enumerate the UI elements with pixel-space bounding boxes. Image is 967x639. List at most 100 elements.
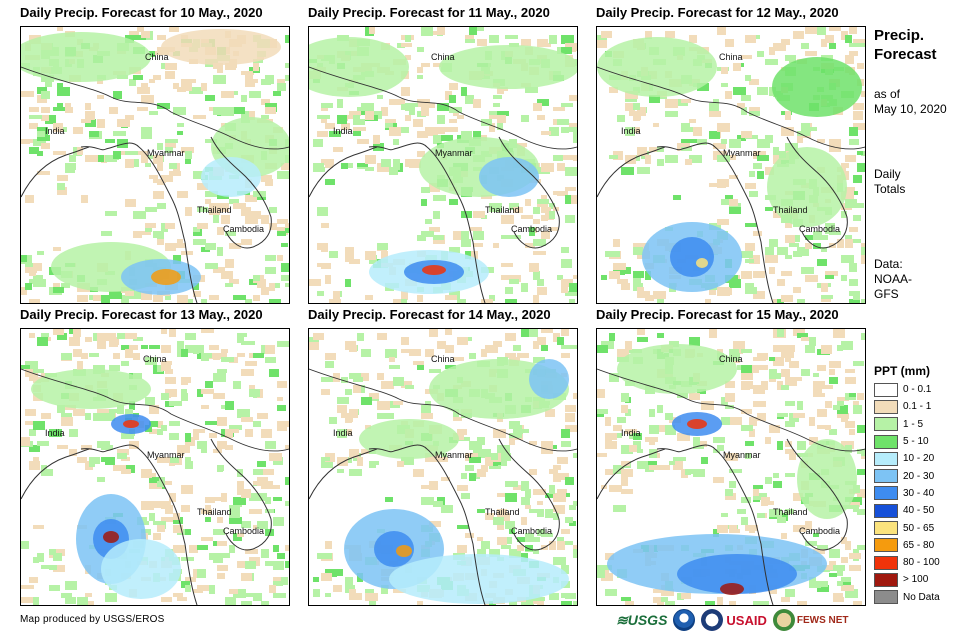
- precip-cell: [485, 345, 498, 353]
- precip-cell: [825, 271, 838, 276]
- precip-cell: [721, 417, 730, 425]
- precip-cell: [229, 243, 241, 249]
- precip-cell: [277, 397, 283, 401]
- precip-cell: [409, 349, 421, 356]
- precip-cell: [741, 373, 753, 380]
- precip-cell: [717, 27, 726, 35]
- map-canvas: [21, 329, 289, 605]
- precip-blob: [696, 258, 708, 268]
- precip-cell: [285, 75, 289, 81]
- legend-label: 40 - 50: [903, 505, 935, 517]
- precip-cell: [141, 155, 148, 163]
- precip-cell: [97, 79, 103, 84]
- precip-blob: [21, 32, 151, 82]
- precip-cell: [269, 369, 279, 377]
- precip-cell: [477, 509, 485, 513]
- precip-cell: [797, 401, 803, 410]
- precip-cell: [709, 131, 720, 139]
- precip-cell: [49, 549, 56, 555]
- precip-cell: [709, 111, 721, 117]
- precip-cell: [277, 421, 289, 427]
- precip-cell: [749, 417, 757, 426]
- precip-cell: [565, 405, 576, 412]
- precip-cell: [769, 509, 782, 517]
- precip-cell: [125, 333, 137, 339]
- precip-cell: [445, 329, 452, 335]
- precip-cell: [313, 167, 325, 172]
- precip-cell: [421, 27, 433, 36]
- precip-cell: [597, 565, 604, 572]
- precip-cell: [745, 183, 756, 189]
- precip-cell: [773, 357, 784, 366]
- precip-cell: [353, 115, 360, 123]
- precip-cell: [729, 469, 742, 473]
- precip-cell: [261, 429, 272, 438]
- precip-cell: [149, 513, 155, 521]
- precip-cell: [845, 239, 853, 248]
- precip-cell: [437, 103, 449, 111]
- precip-cell: [433, 211, 440, 219]
- precip-cell: [325, 123, 335, 129]
- precip-cell: [61, 283, 70, 288]
- precip-cell: [109, 365, 120, 371]
- precip-cell: [37, 135, 50, 141]
- precip-cell: [653, 589, 664, 593]
- precip-cell: [665, 155, 678, 163]
- legend-label: No Data: [903, 591, 940, 603]
- label-cambodia: Cambodia: [511, 526, 553, 536]
- precip-cell: [429, 481, 438, 490]
- precip-cell: [21, 287, 27, 295]
- label-thailand: Thailand: [485, 205, 520, 215]
- precip-cell: [813, 393, 825, 397]
- precip-cell: [253, 275, 260, 281]
- precip-cell: [285, 63, 289, 68]
- precip-cell: [121, 345, 131, 350]
- precip-cell: [25, 139, 35, 143]
- precip-cell: [61, 353, 72, 360]
- precip-cell: [713, 529, 719, 537]
- precip-cell: [565, 593, 576, 599]
- precip-cell: [565, 517, 573, 523]
- precip-blob: [201, 157, 261, 197]
- precip-cell: [281, 577, 288, 585]
- precip-cell: [225, 63, 236, 70]
- precip-cell: [561, 47, 572, 54]
- precip-cell: [745, 75, 751, 81]
- precip-cell: [529, 329, 538, 337]
- precip-cell: [469, 441, 482, 450]
- precip-cell: [609, 333, 615, 341]
- precip-cell: [465, 35, 474, 39]
- precip-cell: [269, 357, 276, 363]
- label-china: China: [719, 52, 743, 62]
- precip-cell: [565, 195, 571, 204]
- precip-cell: [165, 63, 177, 70]
- precip-cell: [745, 441, 754, 446]
- precip-cell: [665, 99, 678, 108]
- precip-cell: [441, 453, 447, 458]
- precip-cell: [821, 283, 828, 292]
- precip-cell: [725, 155, 736, 160]
- precip-cell: [729, 139, 741, 148]
- precip-cell: [365, 111, 374, 120]
- precip-cell: [277, 405, 286, 411]
- precip-cell: [325, 593, 331, 597]
- precip-cell: [209, 433, 217, 438]
- precip-cell: [481, 349, 487, 355]
- precip-cell: [533, 271, 540, 280]
- precip-blob: [123, 420, 139, 428]
- precip-cell: [729, 199, 738, 206]
- precip-cell: [717, 525, 728, 533]
- precip-cell: [193, 227, 200, 232]
- precip-cell: [241, 207, 251, 216]
- precip-cell: [325, 353, 336, 360]
- precip-cell: [749, 255, 760, 264]
- precip-cell: [245, 593, 258, 597]
- precip-cell: [97, 341, 106, 349]
- precip-cell: [469, 27, 477, 35]
- precip-cell: [389, 127, 401, 136]
- asof-text: as of May 10, 2020: [874, 87, 947, 117]
- precip-cell: [777, 381, 783, 390]
- precip-cell: [361, 449, 369, 454]
- precip-cell: [717, 597, 723, 605]
